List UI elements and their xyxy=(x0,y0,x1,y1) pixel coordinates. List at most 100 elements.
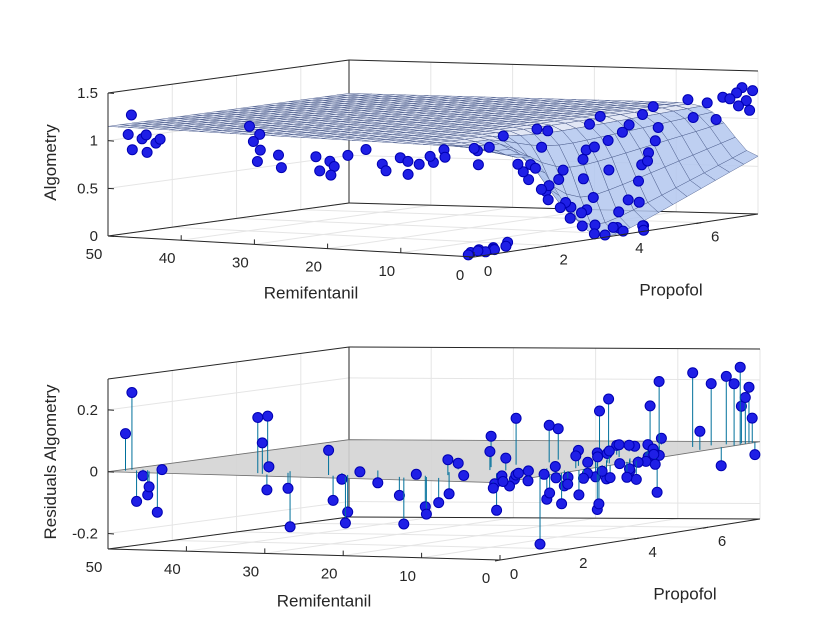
axis-box-edge xyxy=(107,346,350,380)
x-tick-label: 30 xyxy=(232,254,249,271)
data-point xyxy=(544,487,556,499)
data-point xyxy=(746,412,758,424)
data-point xyxy=(749,449,761,461)
x-tick-label: 10 xyxy=(399,568,416,585)
algometry-surface-plot: 0 0.5 1 1.5 50 40 30 20 10 0 0 2 4 6 Remifentanil Propo… xyxy=(41,59,759,303)
data-point xyxy=(314,165,326,177)
data-point xyxy=(652,122,664,133)
y-tick xyxy=(468,256,475,259)
data-point xyxy=(653,376,665,387)
data-point xyxy=(562,478,574,490)
data-point xyxy=(424,150,436,162)
data-point xyxy=(747,85,759,97)
data-point xyxy=(715,460,727,472)
axis-box-edge xyxy=(107,235,475,258)
data-point xyxy=(120,428,131,440)
data-point xyxy=(632,456,644,468)
data-point xyxy=(151,506,163,518)
data-point xyxy=(607,221,619,233)
data-point xyxy=(433,497,445,509)
data-point xyxy=(125,109,137,121)
data-point xyxy=(462,249,474,261)
data-point xyxy=(694,425,706,437)
data-point xyxy=(550,472,562,484)
data-point xyxy=(143,481,155,493)
data-point xyxy=(564,212,576,224)
data-point xyxy=(733,100,744,112)
data-point xyxy=(126,144,138,156)
axis-box-edge xyxy=(348,202,759,215)
grid-line xyxy=(300,522,709,528)
data-point xyxy=(655,432,667,444)
data-point xyxy=(342,506,354,518)
data-point xyxy=(534,538,546,550)
data-point xyxy=(570,450,582,462)
data-point xyxy=(687,112,699,123)
y-tick-label: 4 xyxy=(635,240,643,257)
data-point xyxy=(638,224,650,236)
data-point xyxy=(487,482,499,494)
data-point xyxy=(614,458,626,470)
y-tick xyxy=(633,537,639,540)
data-point xyxy=(458,470,470,481)
grid-line xyxy=(172,226,550,247)
grid-line xyxy=(107,501,350,535)
z-tick-label: 1 xyxy=(90,133,98,150)
data-point xyxy=(584,118,595,130)
data-point xyxy=(339,517,351,529)
data-point xyxy=(594,405,605,417)
data-point xyxy=(649,135,661,147)
grid-line xyxy=(343,517,596,557)
grid-line xyxy=(348,377,761,381)
data-point xyxy=(497,130,509,142)
grid-line xyxy=(236,531,639,539)
grid-line xyxy=(107,154,350,189)
data-point xyxy=(140,129,152,141)
data-point xyxy=(596,465,608,477)
data-point xyxy=(613,439,625,451)
x-tick-label: 20 xyxy=(321,566,338,583)
data-point xyxy=(360,144,372,155)
axis-box-edge xyxy=(348,346,761,350)
grid-line xyxy=(348,501,761,505)
data-point xyxy=(647,101,659,113)
x-tick-label: 10 xyxy=(378,263,395,280)
data-point xyxy=(420,508,432,520)
data-point xyxy=(500,452,512,464)
grid-line xyxy=(236,217,626,235)
data-point xyxy=(452,457,464,469)
data-point xyxy=(556,498,568,510)
data-point xyxy=(261,484,273,496)
data-point xyxy=(380,165,392,177)
data-point xyxy=(491,504,503,516)
data-point xyxy=(251,156,263,167)
data-point xyxy=(577,173,589,185)
data-point xyxy=(552,423,564,435)
data-point xyxy=(592,451,604,463)
data-point xyxy=(687,367,699,379)
data-point xyxy=(578,472,589,484)
data-point xyxy=(554,202,566,214)
data-point xyxy=(535,183,547,195)
data-point xyxy=(739,392,751,403)
zero-plane xyxy=(107,439,761,484)
data-point xyxy=(616,126,628,138)
data-point xyxy=(743,381,755,393)
axis-box-edge xyxy=(107,202,350,237)
data-point xyxy=(402,155,414,167)
data-point xyxy=(536,141,548,153)
data-point xyxy=(603,445,615,457)
data-point xyxy=(644,400,656,412)
data-point xyxy=(510,412,522,424)
data-point xyxy=(443,488,455,500)
data-point xyxy=(393,489,405,501)
data-point xyxy=(468,142,480,154)
data-point xyxy=(542,194,554,206)
y-tick xyxy=(696,222,702,225)
data-point xyxy=(603,393,615,405)
z-axis-label: Residuals Algometry xyxy=(41,384,60,539)
data-point xyxy=(588,228,600,240)
grid-line xyxy=(107,377,350,411)
data-point xyxy=(621,471,633,483)
data-point xyxy=(472,245,484,257)
